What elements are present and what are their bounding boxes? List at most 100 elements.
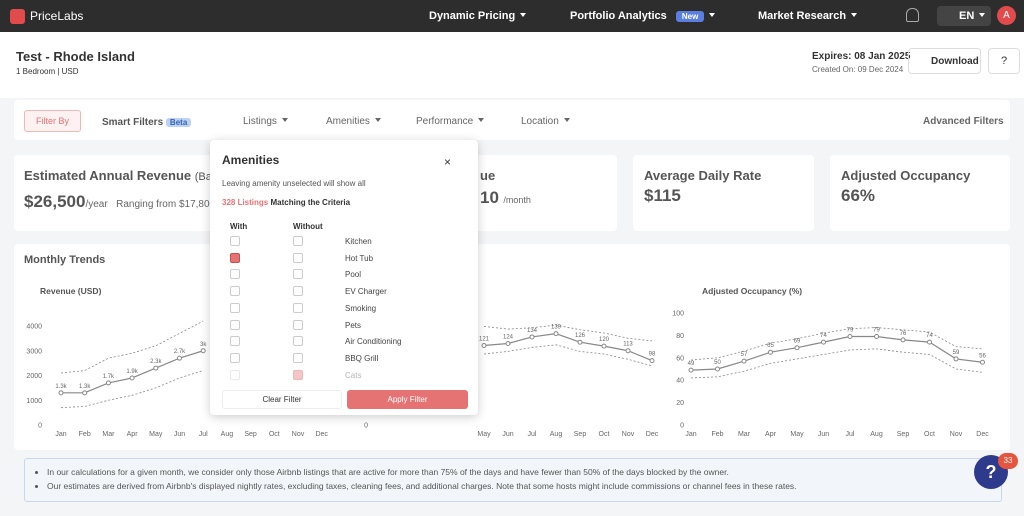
point (953, 356, 959, 362)
nav-item[interactable]: Market Research (758, 10, 857, 22)
y-tick-label: 80 (676, 333, 684, 340)
x-tick-label: Jun (818, 431, 829, 438)
y-tick-label: 0 (364, 423, 368, 430)
without-checkbox[interactable] (293, 269, 303, 280)
value-label: 113 (623, 342, 633, 348)
x-tick-label: Dec (315, 431, 328, 438)
header (0, 32, 1024, 98)
amenity-label: Smoking (345, 303, 377, 313)
value-label: 120 (599, 337, 610, 343)
without-checkbox[interactable] (293, 236, 303, 246)
value-label: 126 (575, 333, 586, 339)
without-checkbox[interactable] (293, 369, 303, 380)
beta-badge: Beta (165, 118, 192, 127)
with-checkbox[interactable] (230, 269, 240, 280)
x-tick-label: Jun (502, 431, 513, 438)
amenity-label: Air Conditioning (345, 337, 402, 347)
with-checkbox[interactable] (230, 319, 240, 330)
y-tick-label: 3000 (26, 348, 42, 355)
point (847, 334, 853, 340)
x-tick-label: Apr (765, 431, 777, 438)
filter-by[interactable]: Filter By (24, 110, 81, 132)
nav-item[interactable]: Portfolio Analytics New (570, 10, 715, 22)
smart-filters[interactable]: Smart Filters Beta (102, 117, 192, 128)
x-tick-label: Aug (870, 431, 883, 438)
value-label: 2.7k (174, 349, 186, 355)
x-tick-label: Oct (924, 431, 935, 438)
point (601, 343, 607, 349)
with-checkbox[interactable] (230, 236, 240, 246)
note: In our calculations for a given month, w… (47, 465, 991, 479)
modal-hint: Leaving amenity unselected will show all (222, 179, 366, 188)
card-title-text: Estimated Annual Revenue (24, 168, 192, 183)
without-checkbox[interactable] (293, 352, 303, 363)
without-checkbox[interactable] (293, 302, 303, 313)
amenity-label: Pool (345, 270, 362, 280)
value-label: 1.3k (79, 384, 91, 390)
without-checkbox[interactable] (293, 286, 303, 297)
y-tick-label: 40 (676, 378, 684, 385)
x-tick-label: Jul (846, 431, 855, 438)
point (129, 375, 135, 381)
card-value-row: $26,500/year Ranging from $17,800 to (24, 192, 226, 212)
download-button[interactable]: Download (908, 48, 981, 74)
with-checkbox[interactable] (230, 369, 240, 380)
x-tick-label: Jun (174, 431, 185, 438)
value-label: 1.9k (126, 369, 138, 375)
without-checkbox[interactable] (293, 336, 303, 347)
with-checkbox[interactable] (230, 286, 240, 297)
lower-band (60, 370, 204, 409)
avatar[interactable]: A (997, 6, 1016, 25)
value-label: 65 (767, 343, 774, 349)
x-tick-label: Dec (976, 431, 989, 438)
point (82, 390, 88, 396)
value-label: 124 (503, 335, 514, 341)
x-tick-label: Oct (269, 431, 280, 438)
point (625, 348, 631, 354)
with-checkbox[interactable] (230, 252, 240, 263)
help-button[interactable]: ? (988, 48, 1020, 74)
filter-tab[interactable]: Performance (416, 116, 484, 127)
with-header: With (230, 222, 248, 231)
point (980, 359, 985, 365)
without-header: Without (293, 222, 323, 231)
x-tick-label: Jul (528, 431, 537, 438)
point (553, 331, 559, 337)
point (927, 339, 932, 345)
apply-button[interactable]: Apply Filter (347, 390, 468, 409)
point (58, 390, 64, 396)
value-label: 59 (953, 350, 960, 356)
with-checkbox[interactable] (230, 302, 240, 313)
card (830, 155, 1010, 231)
modal-close[interactable]: × (444, 155, 452, 169)
y-tick-label: 0 (38, 423, 42, 430)
language[interactable]: EN (937, 6, 992, 26)
card-value: $115 (644, 186, 681, 205)
point (177, 355, 182, 361)
filter-tab[interactable]: Amenities (326, 116, 381, 127)
clear-button[interactable]: Clear Filter (222, 390, 342, 409)
value-label: 69 (794, 339, 801, 345)
x-tick-label: Nov (950, 431, 963, 438)
advanced-filters[interactable]: Advanced Filters (923, 116, 1004, 127)
filter-tab[interactable]: Listings (243, 116, 288, 127)
without-checkbox[interactable] (293, 319, 303, 330)
nav-item[interactable]: Dynamic Pricing (429, 10, 526, 22)
value-label: 1.3k (55, 384, 67, 390)
point (505, 341, 511, 347)
point (741, 358, 747, 364)
card-title: Adjusted Occupancy (841, 168, 971, 183)
listing-count: 328 Listings Matching the Criteria (222, 198, 350, 207)
with-checkbox[interactable] (230, 352, 240, 363)
bell-icon[interactable] (906, 8, 919, 22)
filter-tab[interactable]: Location (521, 116, 570, 127)
logo[interactable]: PriceLabs (30, 9, 84, 23)
point (200, 348, 206, 354)
x-tick-label: Nov (292, 431, 305, 438)
amenity-label: Hot Tub (345, 253, 374, 263)
with-checkbox[interactable] (230, 336, 240, 347)
x-tick-label: Sep (574, 431, 587, 438)
without-checkbox[interactable] (293, 252, 303, 263)
value-label: 50 (714, 360, 721, 366)
